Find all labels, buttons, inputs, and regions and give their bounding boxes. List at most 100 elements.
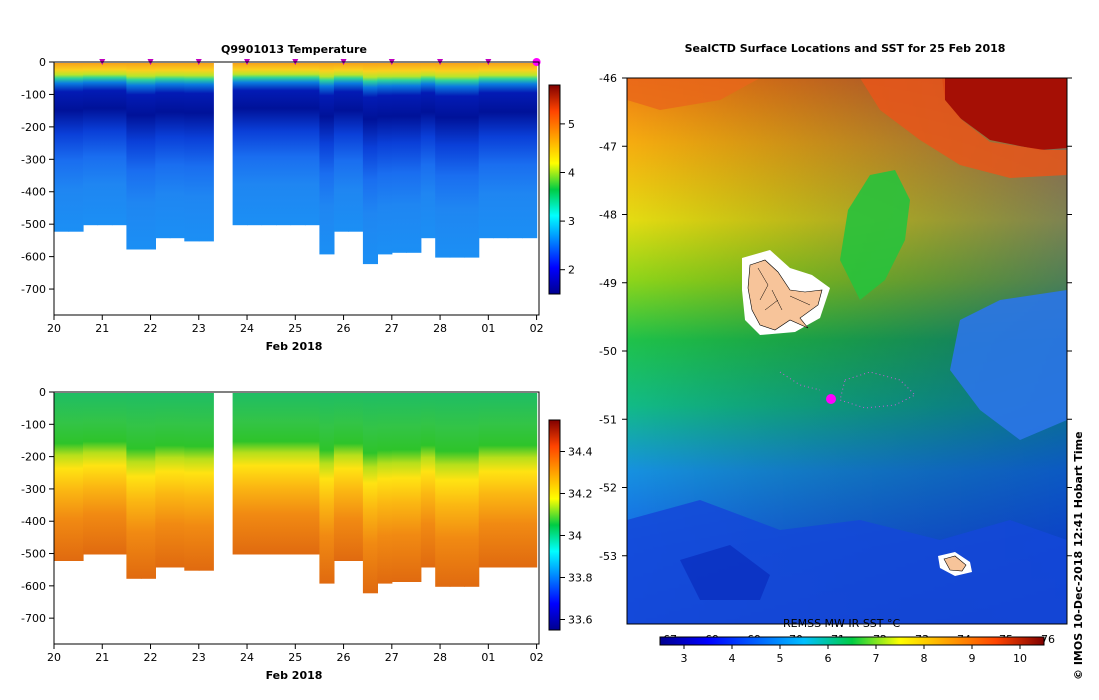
- map-colorbar-tick-label: 7: [873, 652, 880, 665]
- salinity-profile-column: [155, 393, 171, 568]
- temperature-depth-tick-label: -400: [21, 186, 46, 199]
- temperature-profile-column: [391, 63, 407, 253]
- temperature-profile-column: [68, 63, 84, 232]
- map-latitude-tick-label: -49: [599, 277, 617, 290]
- current-position-marker: [826, 394, 836, 404]
- kerguelen-island: [747, 259, 823, 331]
- salinity-date-tick-label: 21: [95, 651, 109, 664]
- salinity-profile-column: [304, 393, 320, 555]
- temperature-date-tick-label: 28: [433, 322, 447, 335]
- salinity-depth-tick-label: -400: [21, 515, 46, 528]
- salinity-profile-column: [83, 393, 99, 555]
- salinity-depth-tick-label: -700: [21, 612, 46, 625]
- temperature-profile-column: [435, 63, 451, 258]
- salinity-date-tick-label: 24: [240, 651, 254, 664]
- salinity-colorbar-tick-label: 34.4: [568, 446, 593, 459]
- temperature-profile-column: [198, 63, 214, 242]
- salinity-colorbar: [548, 419, 561, 631]
- temperature-profile-column: [522, 63, 538, 239]
- map-latitude-tick-label: -46: [599, 72, 617, 85]
- temperature-profile-column: [333, 63, 349, 232]
- map-colorbar: [659, 636, 1045, 646]
- map-colorbar-tick-label: 6: [825, 652, 832, 665]
- map-title: SealCTD Surface Locations and SST for 25…: [685, 42, 1006, 55]
- salinity-profile-column: [68, 393, 84, 561]
- temperature-profile-column: [319, 63, 335, 255]
- sst-map-panel: SealCTD Surface Locations and SST for 25…: [599, 42, 1085, 680]
- salinity-profile-column: [348, 393, 364, 561]
- salinity-profile-column: [261, 393, 277, 555]
- map-colorbar-tick-label: 5: [777, 652, 784, 665]
- salinity-profile-column: [507, 393, 523, 568]
- temperature-date-tick-label: 02: [530, 322, 544, 335]
- temperature-depth-tick-label: -500: [21, 218, 46, 231]
- salinity-date-tick-label: 01: [481, 651, 495, 664]
- salinity-date-tick-label: 20: [47, 651, 61, 664]
- salinity-profile-column: [140, 393, 156, 579]
- temperature-profile-column: [111, 63, 127, 226]
- temperature-depth-tick-label: -100: [21, 88, 46, 101]
- copyright-credit: © IMOS 10-Dec-2018 12:41 Hobart Time: [1072, 431, 1085, 680]
- temperature-depth-tick-label: -300: [21, 153, 46, 166]
- salinity-profile-column: [169, 393, 185, 568]
- map-colorbar-tick-label: 9: [969, 652, 976, 665]
- salinity-profile-column: [97, 393, 113, 555]
- salinity-depth-tick-label: -300: [21, 483, 46, 496]
- temperature-depth-ticks: 0 -100 -200 -300 -400 -500 -600 -700: [21, 56, 54, 296]
- temperature-profile-column: [97, 63, 113, 226]
- temperature-date-tick-label: 21: [95, 322, 109, 335]
- temperature-date-tick-label: 01: [481, 322, 495, 335]
- salinity-profile-column: [391, 393, 407, 582]
- salinity-profile-column: [406, 393, 422, 582]
- temperature-date-tick-label: 20: [47, 322, 61, 335]
- salinity-depth-tick-label: -100: [21, 418, 46, 431]
- temperature-profile-column: [169, 63, 185, 239]
- salinity-profile-column: [184, 393, 200, 571]
- temperature-depth-tick-label: 0: [39, 56, 46, 69]
- salinity-profile-column: [362, 393, 378, 594]
- salinity-colorbar-tick-label: 34: [568, 530, 582, 543]
- temperature-date-tick-label: 26: [337, 322, 351, 335]
- map-colorbar-label: REMSS MW-IR SST °C: [783, 617, 901, 630]
- temperature-profile-column: [54, 63, 70, 232]
- temperature-colorbar-tick-label: 2: [568, 264, 575, 277]
- salinity-depth-tick-label: 0: [39, 386, 46, 399]
- salinity-colorbar-ticks: 33.6 33.8 34 34.2 34.4: [560, 446, 593, 627]
- temperature-profile-column: [232, 63, 248, 226]
- salinity-axes-frame: [53, 391, 540, 645]
- temperature-profile-column: [362, 63, 378, 265]
- temperature-profile-columns: [54, 63, 538, 265]
- salinity-date-tick-label: 02: [530, 651, 544, 664]
- temperature-profile-column: [184, 63, 200, 242]
- temperature-depth-tick-label: -200: [21, 121, 46, 134]
- salinity-date-ticks: 20 21 22 23 24 25 26 27 28 01 02: [47, 644, 544, 664]
- temperature-profile-column: [377, 63, 393, 255]
- salinity-profile-column: [276, 393, 292, 555]
- temperature-profile-column: [126, 63, 142, 250]
- salinity-date-tick-label: 22: [144, 651, 158, 664]
- salinity-depth-tick-label: -200: [21, 451, 46, 464]
- temperature-colorbar-tick-label: 5: [568, 118, 575, 131]
- temperature-panel: Q9901013 Temperature 0 -100 -200 -300 -400 -5…: [21, 43, 575, 353]
- temperature-colorbar-tick-label: 3: [568, 215, 575, 228]
- salinity-panel: 0 -100 -200 -300 -400 -500 -600 -700 20 21 22 23 24…: [21, 386, 592, 682]
- temperature-colorbar-tick-label: 4: [568, 166, 575, 179]
- salinity-depth-tick-label: -500: [21, 548, 46, 561]
- salinity-depth-tick-label: -600: [21, 580, 46, 593]
- map-colorbar-tick-label: 8: [921, 652, 928, 665]
- temperature-profile-column: [140, 63, 156, 250]
- salinity-profile-column: [493, 393, 509, 568]
- temperature-date-tick-label: 23: [192, 322, 206, 335]
- temperature-profile-column: [464, 63, 480, 258]
- temperature-profile-column: [290, 63, 306, 226]
- sst-field: [627, 78, 1067, 624]
- temperature-profile-column: [261, 63, 277, 226]
- salinity-profile-column: [247, 393, 263, 555]
- temperature-date-tick-label: 22: [144, 322, 158, 335]
- salinity-xlabel: Feb 2018: [266, 669, 323, 682]
- salinity-profile-column: [232, 393, 248, 555]
- salinity-profile-column: [377, 393, 393, 584]
- salinity-profile-column: [290, 393, 306, 555]
- temperature-profile-column: [478, 63, 494, 239]
